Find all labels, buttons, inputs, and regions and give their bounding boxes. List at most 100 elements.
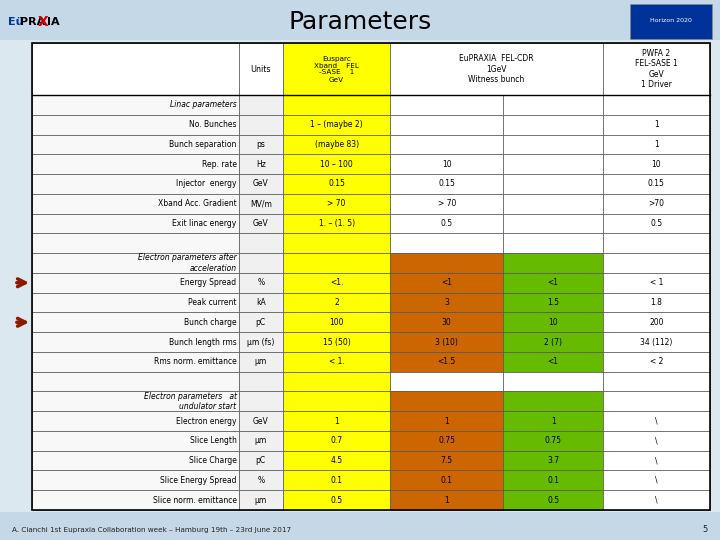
Text: 1 – (maybe 2): 1 – (maybe 2): [310, 120, 363, 129]
Text: > 70: > 70: [438, 199, 456, 208]
Text: Electron parameters after
acceleration: Electron parameters after acceleration: [138, 253, 237, 273]
Text: 1: 1: [444, 496, 449, 504]
Bar: [283, 95, 390, 115]
Bar: [238, 431, 283, 451]
Bar: [283, 115, 390, 134]
Bar: [390, 233, 503, 253]
Bar: [32, 451, 238, 470]
Text: Exit linac energy: Exit linac energy: [172, 219, 237, 228]
Bar: [32, 431, 238, 451]
Bar: [238, 233, 283, 253]
Bar: [603, 372, 710, 392]
Text: GeV: GeV: [253, 179, 269, 188]
Bar: [238, 95, 283, 115]
Bar: [503, 490, 603, 510]
Text: 10: 10: [442, 160, 451, 168]
Bar: [390, 392, 503, 411]
Bar: [603, 134, 710, 154]
Bar: [238, 490, 283, 510]
Bar: [238, 253, 283, 273]
Bar: [283, 273, 390, 293]
Text: 0.75: 0.75: [544, 436, 562, 446]
Bar: [603, 273, 710, 293]
Text: <1: <1: [441, 278, 452, 287]
Text: 0.5: 0.5: [547, 496, 559, 504]
Bar: [503, 451, 603, 470]
Bar: [32, 134, 238, 154]
Bar: [32, 95, 238, 115]
Bar: [283, 43, 390, 95]
Bar: [238, 134, 283, 154]
Bar: [603, 392, 710, 411]
Text: 0.75: 0.75: [438, 436, 455, 446]
Bar: [390, 312, 503, 332]
Text: Units: Units: [251, 64, 271, 73]
Bar: [238, 154, 283, 174]
Text: < 1.: < 1.: [329, 357, 344, 366]
Bar: [390, 431, 503, 451]
Text: Injector  energy: Injector energy: [176, 179, 237, 188]
Text: <1.5: <1.5: [438, 357, 456, 366]
Bar: [32, 293, 238, 312]
Bar: [603, 115, 710, 134]
Bar: [283, 253, 390, 273]
Text: PRA: PRA: [20, 17, 45, 27]
Text: \: \: [655, 456, 658, 465]
Bar: [238, 352, 283, 372]
Text: EuPRAXIA  FEL-CDR
1GeV
Witness bunch: EuPRAXIA FEL-CDR 1GeV Witness bunch: [459, 54, 534, 84]
Text: MV/m: MV/m: [250, 199, 271, 208]
Bar: [503, 214, 603, 233]
Bar: [32, 273, 238, 293]
Bar: [503, 352, 603, 372]
Bar: [390, 273, 503, 293]
Bar: [503, 273, 603, 293]
Text: 30: 30: [442, 318, 451, 327]
Bar: [32, 154, 238, 174]
Text: <1: <1: [548, 278, 559, 287]
Bar: [32, 392, 238, 411]
Bar: [603, 214, 710, 233]
Bar: [603, 174, 710, 194]
Bar: [238, 115, 283, 134]
Text: 0.15: 0.15: [438, 179, 455, 188]
Text: Rep. rate: Rep. rate: [202, 160, 237, 168]
Bar: [238, 411, 283, 431]
Bar: [238, 392, 283, 411]
Bar: [283, 174, 390, 194]
Text: 10: 10: [549, 318, 558, 327]
Bar: [238, 470, 283, 490]
Bar: [283, 293, 390, 312]
Text: μm: μm: [255, 436, 267, 446]
Text: 3 (10): 3 (10): [436, 338, 458, 347]
Bar: [503, 115, 603, 134]
Bar: [0, 512, 720, 540]
Bar: [603, 411, 710, 431]
Text: \: \: [655, 496, 658, 504]
Bar: [603, 451, 710, 470]
Bar: [283, 214, 390, 233]
Text: 4.5: 4.5: [330, 456, 343, 465]
Bar: [238, 332, 283, 352]
Text: %: %: [257, 476, 264, 485]
Bar: [603, 154, 710, 174]
Bar: [503, 253, 603, 273]
Bar: [238, 451, 283, 470]
Bar: [283, 352, 390, 372]
Text: 1: 1: [654, 120, 659, 129]
Text: pC: pC: [256, 318, 266, 327]
Text: ps: ps: [256, 140, 265, 149]
Text: Horizon 2020: Horizon 2020: [650, 18, 692, 24]
Text: \: \: [655, 476, 658, 485]
Bar: [283, 233, 390, 253]
Text: 0.15: 0.15: [328, 179, 345, 188]
Bar: [390, 352, 503, 372]
Bar: [283, 194, 390, 214]
Bar: [32, 194, 238, 214]
Text: Hz: Hz: [256, 160, 266, 168]
Text: 0.1: 0.1: [330, 476, 343, 485]
Bar: [283, 431, 390, 451]
Text: Slice Energy Spread: Slice Energy Spread: [160, 476, 237, 485]
Bar: [603, 431, 710, 451]
Bar: [32, 490, 238, 510]
Text: Electron parameters   at
undulator start: Electron parameters at undulator start: [143, 392, 237, 411]
